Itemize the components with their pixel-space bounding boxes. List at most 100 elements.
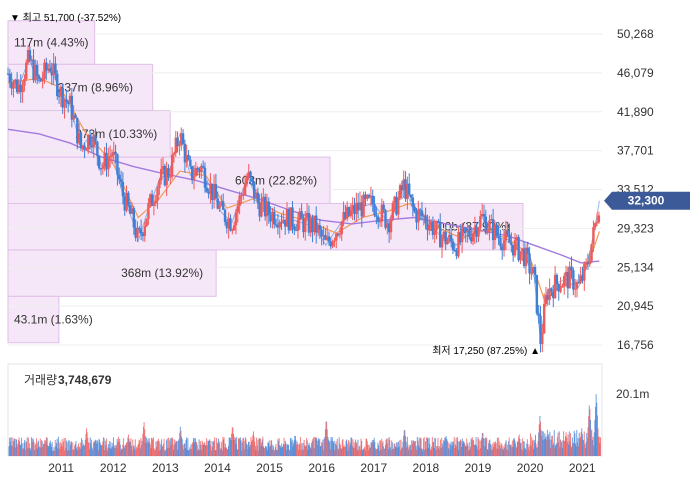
candle-body (325, 236, 329, 240)
volume-bar (453, 436, 455, 456)
volume-bar (501, 448, 503, 456)
volume-bar (567, 434, 569, 456)
volume-bar (581, 428, 583, 456)
volume-bar (409, 444, 411, 456)
candle-body (532, 267, 535, 274)
y-tick-label: 46,079 (617, 66, 654, 80)
volume-bar (116, 445, 118, 456)
volume-bar (473, 440, 475, 456)
candle-body (488, 220, 491, 230)
volume-bar (497, 449, 499, 456)
volume-bar (455, 438, 457, 456)
volume-bar (253, 436, 255, 456)
volume-bar (446, 438, 448, 456)
volume-bar (167, 447, 169, 456)
candle-body (231, 229, 234, 231)
volume-bar (433, 441, 435, 456)
candle-body (428, 225, 431, 231)
candle-body (68, 95, 72, 104)
candle-body (470, 237, 473, 242)
volume-bar (511, 447, 513, 456)
volume-bar (590, 419, 592, 456)
volume-bar (219, 449, 221, 456)
volume-bar (225, 448, 227, 456)
volume-bar (242, 438, 244, 456)
candle-body (26, 50, 30, 63)
volume-bar (396, 442, 398, 456)
volume-bar (419, 447, 421, 456)
x-tick-label: 2017 (360, 461, 387, 475)
volume-bar (203, 443, 205, 456)
volume-bar (326, 429, 328, 456)
volume-bar (527, 444, 529, 456)
volume-bar (47, 445, 49, 456)
volume-bar (564, 440, 566, 456)
volume-bar (322, 439, 324, 456)
volume-bar (303, 449, 305, 456)
volume-bar (192, 441, 194, 456)
volume-bar (561, 447, 563, 456)
volume-bar (531, 441, 533, 456)
volume-bar (19, 445, 21, 456)
volume-bar (472, 440, 474, 456)
volume-profile-label: 368m (13.92%) (121, 266, 203, 280)
volume-bar (271, 449, 273, 456)
volume-bar (508, 441, 510, 456)
volume-bar (284, 440, 286, 456)
volume-bar (249, 444, 251, 456)
volume-bar (165, 450, 167, 456)
candle-body (302, 218, 305, 233)
candle-body (511, 245, 515, 256)
candle-body (57, 95, 61, 97)
volume-bar (194, 438, 196, 456)
volume-bar (169, 438, 171, 456)
volume-bar (446, 440, 448, 456)
volume-bar (430, 450, 432, 456)
volume-bar (475, 437, 477, 456)
volume-bar (9, 441, 11, 456)
volume-bar (456, 436, 458, 456)
volume-bar (302, 442, 304, 456)
volume-bar (370, 442, 372, 456)
candle-body (324, 235, 327, 240)
volume-bar (542, 439, 544, 456)
volume-bar (56, 442, 58, 456)
volume-bar (483, 438, 485, 456)
volume-bar (146, 437, 148, 456)
volume-bar (94, 442, 96, 456)
volume-bar (210, 440, 212, 456)
volume-bar (468, 442, 470, 456)
volume-bar (333, 440, 335, 456)
volume-bar (304, 444, 306, 456)
volume-bar (503, 447, 505, 456)
candle-body (234, 212, 238, 226)
candle-body (247, 171, 250, 179)
volume-bar (560, 439, 562, 456)
volume-bar (576, 442, 578, 456)
volume-bar (74, 445, 76, 456)
volume-bar (438, 446, 440, 456)
volume-bar (106, 450, 108, 456)
volume-bar (164, 450, 166, 456)
volume-bar (227, 449, 229, 456)
candle-body (539, 315, 542, 345)
volume-bar (314, 438, 316, 456)
volume-bar (569, 441, 571, 456)
volume-bar (242, 437, 244, 456)
volume-bar (548, 439, 550, 456)
volume-bar (331, 437, 333, 456)
volume-bar (36, 448, 38, 456)
volume-bar (57, 436, 59, 456)
candle-body (48, 68, 52, 72)
volume-bar (473, 444, 475, 456)
candle-body (455, 250, 458, 257)
candle-body (37, 75, 41, 79)
volume-bar (348, 446, 350, 456)
volume-bar (114, 445, 116, 456)
volume-bar (330, 437, 332, 456)
volume-bar (557, 432, 559, 456)
volume-bar (530, 445, 532, 456)
candle-body (329, 241, 332, 247)
volume-bar (280, 447, 282, 456)
volume-bar (221, 441, 223, 456)
